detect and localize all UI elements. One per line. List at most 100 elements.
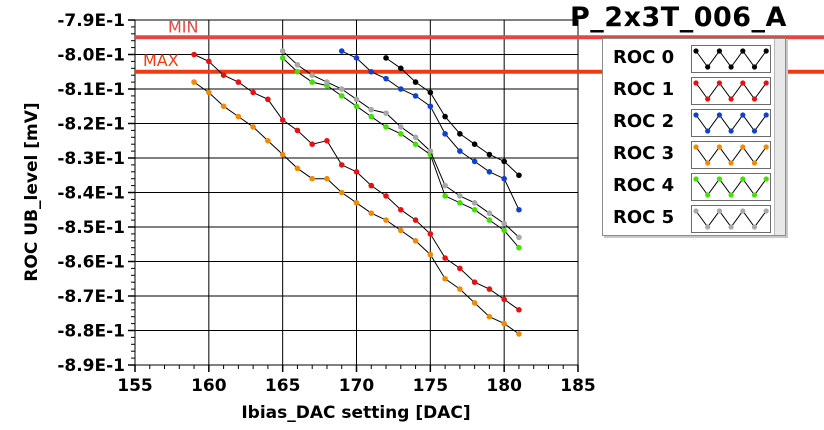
data-point xyxy=(353,103,360,110)
legend-label: ROC 2 xyxy=(613,111,675,132)
x-tick-label: 185 xyxy=(560,376,596,396)
data-point xyxy=(383,217,389,223)
data-point xyxy=(398,227,404,234)
data-point xyxy=(501,220,507,227)
data-point xyxy=(486,286,493,292)
data-point xyxy=(486,217,493,223)
data-point xyxy=(412,93,419,99)
legend-swatch-marker xyxy=(763,112,769,118)
data-point xyxy=(516,172,522,179)
data-point xyxy=(338,93,345,99)
data-point xyxy=(250,124,256,130)
data-point xyxy=(457,131,463,137)
data-point xyxy=(353,200,360,206)
legend-swatch-marker xyxy=(728,96,734,102)
data-point xyxy=(427,231,434,237)
data-point xyxy=(279,151,286,158)
legend-swatch-marker xyxy=(705,64,711,70)
data-point xyxy=(412,79,419,85)
data-point xyxy=(486,313,493,320)
data-point xyxy=(412,141,419,147)
legend-swatch-marker xyxy=(751,128,758,134)
legend-item: ROC 0 xyxy=(603,43,785,73)
data-point xyxy=(398,124,404,130)
data-point xyxy=(220,72,227,78)
reference-line-label: MAX xyxy=(143,51,179,70)
data-point xyxy=(368,106,375,113)
data-point xyxy=(383,124,389,130)
series-roc-3 xyxy=(191,79,522,337)
data-point xyxy=(324,175,330,182)
y-tick-label: -8.9E-1 xyxy=(57,356,125,376)
legend-label: ROC 0 xyxy=(613,47,675,68)
legend-swatch-marker xyxy=(716,144,722,150)
y-tick-label: -8.6E-1 xyxy=(57,253,125,273)
data-point xyxy=(471,300,478,306)
data-point xyxy=(442,113,448,120)
y-tick-label: -8.3E-1 xyxy=(57,149,125,169)
axes: 155 160 165 170 175 180 185 -7.9E-1 -8.0E-1 -8.1E… xyxy=(57,11,595,396)
data-point xyxy=(412,134,419,141)
legend-label: ROC 4 xyxy=(613,175,675,196)
data-point xyxy=(501,175,507,182)
legend-swatch-graphic xyxy=(693,80,769,102)
data-point xyxy=(516,307,522,313)
data-point xyxy=(206,89,212,96)
legend-swatch-marker xyxy=(740,80,746,86)
data-point xyxy=(457,148,463,154)
data-point xyxy=(486,169,493,175)
data-point xyxy=(279,117,286,123)
legend-swatch xyxy=(691,141,771,169)
y-tick-label: -7.9E-1 xyxy=(57,11,125,31)
data-point xyxy=(471,158,478,165)
data-point xyxy=(457,286,463,292)
legend-swatch-marker xyxy=(763,48,769,54)
legend-swatch-marker xyxy=(716,112,722,118)
data-point xyxy=(412,238,419,244)
series-roc-5 xyxy=(279,48,522,241)
legend-swatch-marker xyxy=(693,208,699,214)
y-tick-label: -8.2E-1 xyxy=(57,115,125,135)
data-point xyxy=(279,48,286,54)
legend-scrollbar[interactable] xyxy=(774,39,785,235)
data-point xyxy=(353,169,360,175)
data-point xyxy=(442,275,448,282)
data-point xyxy=(279,55,286,61)
data-point xyxy=(427,148,434,154)
legend-swatch-graphic xyxy=(693,112,769,134)
data-point xyxy=(309,79,316,85)
data-point xyxy=(338,189,345,196)
data-point xyxy=(265,96,271,103)
data-point xyxy=(338,162,345,168)
legend-swatch-marker xyxy=(728,224,734,230)
data-point xyxy=(516,234,522,241)
data-point xyxy=(412,217,419,223)
y-tick-label: -8.8E-1 xyxy=(57,322,125,342)
legend-swatch-marker xyxy=(740,48,746,54)
grid-lines xyxy=(135,20,578,365)
data-point xyxy=(383,75,389,82)
legend-swatch-marker xyxy=(740,176,746,182)
legend-swatch-marker xyxy=(693,48,699,54)
legend-swatch-marker xyxy=(751,96,758,102)
data-point xyxy=(471,279,478,286)
legend-swatch xyxy=(691,173,771,201)
legend-swatch-marker xyxy=(728,64,734,70)
legend-label: ROC 5 xyxy=(613,207,675,228)
series-roc-2 xyxy=(338,48,522,213)
legend-swatch-marker xyxy=(728,192,734,198)
legend-swatch xyxy=(691,109,771,137)
data-point xyxy=(501,158,507,165)
data-point xyxy=(338,48,345,54)
data-point xyxy=(368,210,375,216)
legend-item: ROC 1 xyxy=(603,75,785,105)
data-point xyxy=(383,55,389,61)
data-point xyxy=(309,175,316,182)
y-tick-label: -8.1E-1 xyxy=(57,80,125,100)
legend-swatch-marker xyxy=(751,160,758,166)
data-point xyxy=(338,86,345,92)
legend-item: ROC 2 xyxy=(603,107,785,137)
x-tick-label: 160 xyxy=(191,376,227,396)
legend-swatch-graphic xyxy=(693,144,769,166)
